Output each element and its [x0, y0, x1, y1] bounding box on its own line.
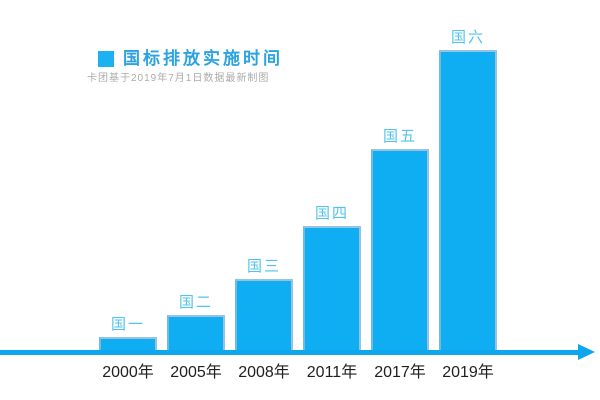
bar-label: 国三 — [246, 258, 281, 275]
chart-subtitle: 卡团基于2019年7月1日数据最新制图 — [87, 73, 270, 84]
legend-swatch-icon — [98, 51, 114, 67]
bar-label: 国五 — [382, 128, 417, 145]
chart-title: 国标排放实施时间 — [123, 49, 283, 68]
x-tick-label: 2017年 — [374, 364, 426, 381]
x-tick-label: 2019年 — [442, 364, 494, 381]
bar — [99, 337, 157, 350]
bar — [439, 50, 497, 350]
x-axis-line — [0, 350, 580, 355]
bar-label: 国四 — [314, 205, 349, 222]
bar — [235, 279, 293, 350]
bar-label: 国二 — [178, 294, 213, 311]
x-axis-arrow-icon — [578, 344, 595, 360]
bar — [303, 226, 361, 350]
bar-label: 国六 — [450, 29, 485, 46]
bar — [371, 149, 429, 350]
x-tick-label: 2011年 — [306, 364, 358, 381]
x-tick-label: 2005年 — [170, 364, 222, 381]
x-tick-label: 2000年 — [102, 364, 154, 381]
bar-label: 国一 — [110, 316, 145, 333]
x-tick-label: 2008年 — [238, 364, 290, 381]
legend-item: 国标排放实施时间 — [98, 50, 283, 68]
bar — [167, 315, 225, 350]
